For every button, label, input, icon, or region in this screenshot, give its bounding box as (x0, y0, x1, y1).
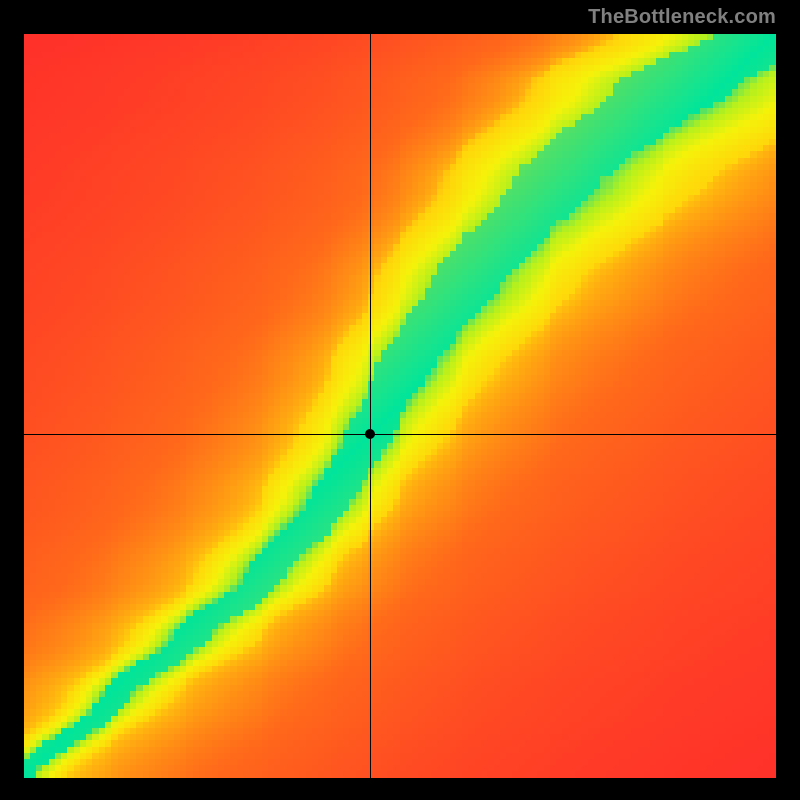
figure-root: TheBottleneck.com (0, 0, 800, 800)
crosshair-marker (365, 429, 375, 439)
crosshair-vertical (370, 34, 371, 778)
plot-frame (24, 34, 776, 778)
crosshair-horizontal (24, 434, 776, 435)
heatmap-canvas (24, 34, 776, 778)
watermark-text: TheBottleneck.com (588, 6, 776, 29)
